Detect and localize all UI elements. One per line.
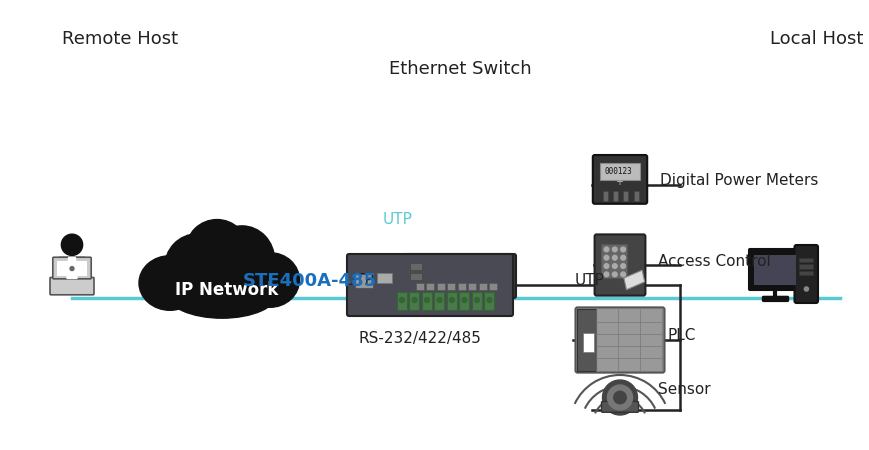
Polygon shape	[67, 257, 77, 279]
Circle shape	[613, 391, 626, 404]
FancyBboxPatch shape	[426, 283, 434, 290]
FancyBboxPatch shape	[347, 254, 513, 316]
Circle shape	[603, 264, 608, 268]
Circle shape	[620, 272, 625, 277]
FancyBboxPatch shape	[798, 265, 812, 269]
FancyBboxPatch shape	[447, 292, 456, 310]
Circle shape	[603, 256, 608, 260]
Text: RS-232/422/485: RS-232/422/485	[358, 331, 481, 346]
Text: Remote Host: Remote Host	[62, 30, 178, 48]
Text: PLC: PLC	[667, 328, 695, 343]
Circle shape	[612, 264, 616, 268]
FancyBboxPatch shape	[793, 245, 817, 303]
FancyBboxPatch shape	[459, 292, 469, 310]
FancyBboxPatch shape	[600, 244, 627, 278]
FancyBboxPatch shape	[409, 292, 419, 310]
Ellipse shape	[209, 226, 275, 294]
FancyBboxPatch shape	[633, 191, 638, 201]
Circle shape	[436, 297, 441, 302]
Text: UTP: UTP	[574, 273, 604, 288]
FancyBboxPatch shape	[421, 292, 432, 310]
FancyBboxPatch shape	[457, 283, 466, 290]
FancyBboxPatch shape	[468, 283, 476, 290]
FancyBboxPatch shape	[622, 191, 627, 201]
FancyBboxPatch shape	[53, 257, 91, 279]
Text: Sensor: Sensor	[657, 382, 710, 397]
Circle shape	[612, 272, 616, 277]
FancyBboxPatch shape	[489, 283, 497, 290]
Circle shape	[399, 297, 404, 302]
FancyBboxPatch shape	[355, 274, 373, 288]
FancyBboxPatch shape	[409, 263, 421, 270]
Text: Ethernet Switch: Ethernet Switch	[388, 60, 531, 78]
Circle shape	[449, 297, 454, 302]
Polygon shape	[55, 257, 89, 279]
Circle shape	[602, 380, 637, 415]
Text: UTP: UTP	[382, 212, 413, 228]
Circle shape	[603, 247, 608, 252]
FancyBboxPatch shape	[484, 292, 494, 310]
Circle shape	[612, 247, 616, 252]
FancyBboxPatch shape	[600, 401, 638, 412]
FancyBboxPatch shape	[592, 155, 647, 204]
FancyBboxPatch shape	[479, 283, 487, 290]
FancyBboxPatch shape	[613, 191, 617, 201]
FancyBboxPatch shape	[582, 333, 594, 352]
Circle shape	[412, 297, 416, 302]
FancyBboxPatch shape	[748, 249, 801, 290]
Text: Digital Power Meters: Digital Power Meters	[660, 174, 818, 189]
Ellipse shape	[164, 234, 229, 302]
Circle shape	[487, 297, 492, 302]
Circle shape	[620, 264, 625, 268]
Circle shape	[474, 297, 479, 302]
Circle shape	[603, 272, 608, 277]
Text: 000123: 000123	[604, 167, 632, 176]
Text: Local Host: Local Host	[769, 30, 862, 48]
FancyBboxPatch shape	[376, 273, 392, 283]
FancyBboxPatch shape	[761, 297, 787, 302]
FancyBboxPatch shape	[434, 292, 444, 310]
Circle shape	[620, 247, 625, 252]
FancyBboxPatch shape	[798, 258, 812, 262]
FancyBboxPatch shape	[574, 307, 664, 373]
Circle shape	[803, 287, 807, 291]
Ellipse shape	[186, 220, 248, 280]
Circle shape	[62, 234, 83, 256]
Circle shape	[607, 385, 632, 410]
Text: IP Network: IP Network	[176, 281, 278, 299]
FancyBboxPatch shape	[599, 162, 640, 180]
FancyBboxPatch shape	[409, 273, 421, 280]
Text: Access Control: Access Control	[657, 253, 770, 269]
Text: +: +	[614, 177, 622, 187]
Circle shape	[461, 297, 467, 302]
Circle shape	[612, 256, 616, 260]
FancyBboxPatch shape	[602, 191, 607, 201]
FancyBboxPatch shape	[415, 283, 423, 290]
FancyBboxPatch shape	[396, 292, 407, 310]
Ellipse shape	[166, 268, 277, 318]
FancyBboxPatch shape	[753, 255, 796, 284]
Ellipse shape	[240, 253, 299, 307]
FancyBboxPatch shape	[447, 283, 455, 290]
Polygon shape	[623, 270, 644, 290]
Circle shape	[620, 256, 625, 260]
FancyBboxPatch shape	[594, 234, 645, 296]
FancyBboxPatch shape	[472, 292, 481, 310]
Circle shape	[70, 267, 74, 270]
Text: UTP: UTP	[345, 273, 375, 288]
FancyBboxPatch shape	[436, 283, 444, 290]
FancyBboxPatch shape	[798, 271, 812, 275]
FancyBboxPatch shape	[56, 261, 87, 276]
FancyBboxPatch shape	[403, 254, 515, 298]
Text: STE400A-485: STE400A-485	[242, 272, 376, 290]
Ellipse shape	[139, 256, 201, 310]
FancyBboxPatch shape	[577, 310, 595, 371]
FancyBboxPatch shape	[50, 277, 94, 295]
Circle shape	[424, 297, 429, 302]
